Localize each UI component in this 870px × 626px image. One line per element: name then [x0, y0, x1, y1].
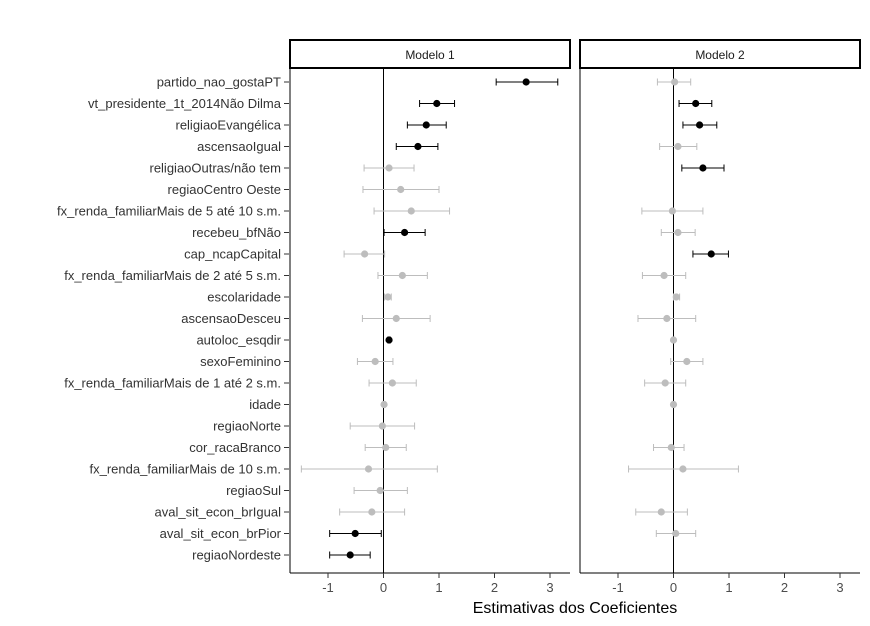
estimate-point [361, 250, 369, 258]
x-axis-title: Estimativas dos Coeficientes [473, 600, 678, 617]
estimate-point [672, 293, 680, 301]
estimate-point [385, 164, 393, 172]
x-tick-label: -1 [322, 580, 334, 595]
y-tick-label: cap_ncapCapital [184, 247, 281, 262]
x-tick-label: -1 [612, 580, 624, 595]
x-tick-label: 0 [670, 580, 677, 595]
x-tick-label: 1 [435, 580, 442, 595]
estimate-point [672, 529, 680, 538]
estimate-point [667, 443, 675, 452]
y-tick-label: aval_sit_econ_brPior [160, 526, 282, 541]
estimate-point [679, 465, 687, 473]
estimate-point [669, 400, 678, 409]
y-tick-label: religiaoEvangélica [175, 118, 281, 133]
y-tick-label: fx_renda_familiarMais de 5 até 10 s.m. [57, 204, 281, 219]
estimate-point [695, 121, 704, 129]
panel-title: Modelo 2 [695, 48, 745, 62]
estimate-point [368, 508, 376, 516]
x-tick-label: 1 [725, 580, 732, 595]
x-tick-label: 3 [546, 580, 553, 595]
estimate-point [378, 422, 386, 430]
estimate-point [674, 228, 682, 237]
estimate-point [707, 250, 715, 258]
y-tick-label: partido_nao_gostaPT [157, 75, 281, 90]
y-tick-label: fx_renda_familiarMais de 10 s.m. [90, 462, 281, 477]
estimate-point [661, 379, 669, 387]
y-tick-label: escolaridade [207, 290, 281, 305]
y-tick-label: autoloc_esqdir [196, 333, 281, 348]
estimate-point [683, 357, 691, 366]
x-tick-label: 0 [380, 580, 387, 595]
estimate-point [699, 164, 707, 172]
y-tick-label: aval_sit_econ_brIgual [155, 505, 282, 520]
estimate-point [668, 207, 676, 215]
estimate-point [398, 271, 406, 280]
estimate-point [382, 443, 390, 452]
y-tick-label: regiaoNordeste [192, 548, 281, 563]
estimate-point [657, 508, 665, 516]
estimate-point [407, 207, 415, 215]
y-tick-label: ascensaoIgual [197, 139, 281, 154]
estimate-point [364, 465, 373, 473]
panel-strip [579, 39, 861, 69]
estimate-point [669, 336, 678, 344]
y-tick-label: vt_presidente_1t_2014Não Dilma [88, 96, 282, 111]
estimate-point [380, 400, 388, 409]
estimate-point [692, 99, 700, 108]
x-tick-label: 3 [836, 580, 843, 595]
panel-title: Modelo 1 [405, 48, 455, 62]
estimate-point [663, 314, 671, 323]
estimate-point [400, 228, 409, 237]
estimate-point [522, 78, 530, 86]
estimate-point [371, 357, 379, 366]
estimate-point [376, 486, 384, 495]
y-tick-label: regiaoNorte [213, 419, 281, 434]
estimate-point [385, 336, 393, 344]
estimate-point [433, 99, 441, 108]
estimate-point [674, 142, 682, 151]
y-tick-label: fx_renda_familiarMais de 1 até 2 s.m. [64, 376, 281, 391]
x-tick-label: 2 [491, 580, 498, 595]
estimate-point [388, 379, 396, 387]
y-tick-label: fx_renda_familiarMais de 2 até 5 s.m. [64, 268, 281, 283]
y-tick-label: religiaoOutras/não tem [149, 161, 281, 176]
y-tick-label: cor_racaBranco [189, 440, 281, 455]
estimate-point [660, 271, 668, 280]
estimate-point [346, 551, 354, 559]
y-tick-label: recebeu_bfNão [192, 225, 281, 240]
estimate-point [384, 293, 392, 301]
estimate-point [414, 142, 422, 151]
y-tick-label: regiaoSul [226, 483, 281, 498]
y-tick-label: regiaoCentro Oeste [168, 182, 281, 197]
estimate-point [351, 529, 359, 538]
y-tick-label: idade [249, 397, 281, 412]
y-tick-label: sexoFeminino [200, 354, 281, 369]
y-tick-label: ascensaoDesceu [181, 311, 281, 326]
panel-strip [289, 39, 571, 69]
estimate-point [422, 121, 430, 129]
estimate-point [392, 314, 400, 323]
x-tick-label: 2 [781, 580, 788, 595]
estimate-point [397, 185, 405, 194]
estimate-point [671, 78, 679, 86]
